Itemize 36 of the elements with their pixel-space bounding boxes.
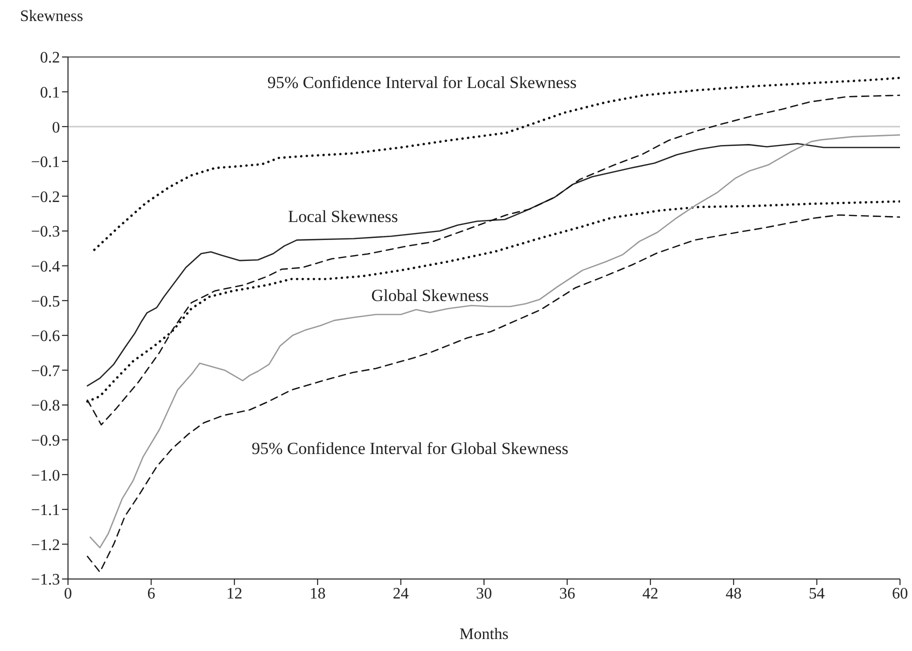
annotation: 95% Confidence Interval for Global Skewness: [252, 438, 568, 458]
x-tick-label: 18: [310, 585, 326, 602]
y-tick-label: −0.5: [30, 293, 60, 310]
annotation: 95% Confidence Interval for Local Skewness: [267, 72, 577, 92]
y-tick-label: −1.0: [30, 467, 60, 484]
y-tick-label: −0.8: [30, 398, 60, 415]
y-tick-label: 0: [52, 119, 60, 136]
x-tick-label: 24: [392, 585, 409, 602]
y-tick-label: 0.2: [40, 50, 60, 67]
annotation: Global Skewness: [371, 286, 489, 305]
y-tick-label: −0.6: [30, 328, 60, 346]
y-tick-label: −1.1: [30, 502, 60, 520]
x-tick-label: 30: [476, 585, 492, 602]
y-tick-label: −0.9: [30, 432, 60, 450]
y-tick-label: −0.3: [30, 224, 60, 241]
x-tick-label: 6: [147, 585, 156, 602]
y-tick-label: −0.1: [30, 154, 60, 172]
x-tick-label: 60: [892, 585, 908, 602]
y-tick-label: −0.7: [30, 362, 60, 380]
line-series: [86, 143, 900, 387]
y-tick-label: −1.2: [30, 536, 60, 554]
x-tick-label: 36: [559, 585, 576, 602]
y-tick-label: 0.1: [40, 84, 60, 102]
y-axis-title: Skewness: [19, 8, 84, 27]
y-tick-label: −1.3: [30, 572, 60, 589]
x-axis-title: Months: [460, 626, 508, 643]
x-tick-label: 54: [808, 585, 825, 602]
annotation: Local Skewness: [288, 206, 398, 226]
x-tick-label: 0: [64, 585, 72, 602]
x-tick-label: 12: [226, 585, 242, 602]
y-tick-label: −0.4: [30, 258, 60, 276]
line-series: [90, 134, 900, 548]
line-series: [93, 76, 900, 251]
y-tick-label: −0.2: [30, 188, 60, 206]
x-tick-label: 48: [726, 585, 742, 602]
x-tick-label: 42: [642, 585, 658, 602]
